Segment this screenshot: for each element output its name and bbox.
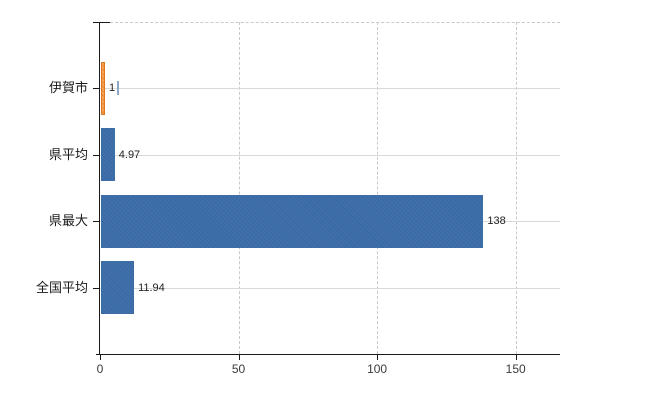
x-axis-tick <box>377 354 379 360</box>
y-axis-tick <box>93 154 100 156</box>
x-tick-label: 0 <box>96 362 104 376</box>
x-axis-tick <box>515 354 517 360</box>
y-axis-tick <box>93 287 100 289</box>
gridline-horizontal <box>100 88 560 90</box>
gridline-horizontal <box>100 154 560 156</box>
bar-value-label: 138 <box>487 215 506 228</box>
bar <box>101 128 115 182</box>
x-axis-tick <box>100 354 101 360</box>
bar <box>101 261 135 315</box>
gridline-horizontal <box>100 287 560 289</box>
category-label: 県平均 <box>48 146 88 162</box>
x-tick-label: 50 <box>231 362 246 376</box>
x-axis-tick <box>238 354 240 360</box>
y-axis-top-tick <box>93 22 110 23</box>
bar-value-label: 4.97 <box>118 148 141 161</box>
category-label: 伊賀市 <box>48 80 88 96</box>
bar <box>101 194 484 248</box>
gridline-vertical <box>377 22 379 354</box>
x-tick-label: 100 <box>367 362 388 376</box>
plot-top-border <box>100 22 560 23</box>
bar <box>101 61 105 115</box>
y-axis-tick <box>93 221 100 223</box>
gridline-vertical <box>515 22 517 354</box>
caret-artifact <box>117 81 119 96</box>
bar-value-label: 11.94 <box>138 281 165 294</box>
gridline-vertical <box>238 22 240 354</box>
y-axis-line <box>99 22 100 354</box>
x-tick-label: 150 <box>505 362 526 376</box>
y-axis-tick <box>93 88 100 90</box>
x-axis-line <box>96 354 560 355</box>
category-label: 全国平均 <box>35 279 88 295</box>
category-label: 県最大 <box>48 213 88 229</box>
bar-value-label: 1 <box>109 82 116 95</box>
